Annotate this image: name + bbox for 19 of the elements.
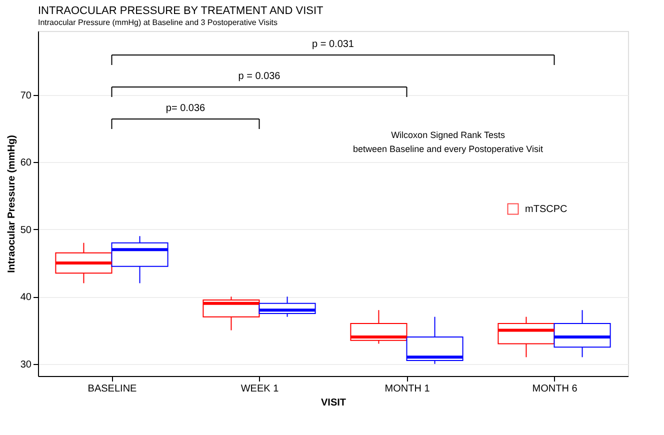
annotation: between Baseline and every Postoperative Visit xyxy=(353,144,544,154)
y-axis-title: Intraocular Pressure (mmHg) xyxy=(6,135,18,273)
x-tick-label: BASELINE xyxy=(88,384,138,394)
x-tick-label: WEEK 1 xyxy=(240,384,280,394)
annotation: p= 0.036 xyxy=(166,103,206,114)
x-tick-label: MONTH 1 xyxy=(384,384,430,394)
x-tick-label: MONTH 6 xyxy=(532,384,578,394)
y-tick-label: 50 xyxy=(20,224,32,236)
y-tick-label: 60 xyxy=(20,158,32,169)
y-tick-label: 70 xyxy=(20,90,32,102)
y-tick-label: 30 xyxy=(20,359,32,370)
annotation: p = 0.036 xyxy=(238,71,281,82)
annotation: p = 0.031 xyxy=(312,39,354,50)
x-axis-title: VISIT xyxy=(320,398,346,408)
annotation: Wilcoxon Signed Rank Tests xyxy=(391,130,506,140)
chart-title: INTRAOCULAR PRESSURE BY TREATMENT AND VISIT xyxy=(38,5,324,17)
y-tick-label: 40 xyxy=(20,292,32,304)
legend-label: mTSCPC xyxy=(525,204,568,215)
chart-subtitle: Intraocular Pressure (mmHg) at Baseline and 3 Postoperative Visits xyxy=(38,18,278,27)
